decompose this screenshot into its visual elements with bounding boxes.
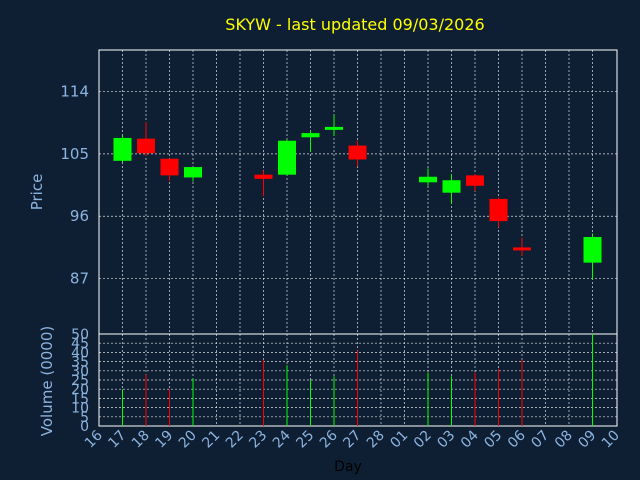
x-tick-label: 27 — [340, 428, 364, 452]
candle-body — [348, 145, 367, 160]
x-tick-label: 24 — [270, 427, 294, 451]
x-tick-label: 21 — [199, 428, 223, 452]
x-tick-label: 09 — [575, 428, 599, 452]
x-tick-label: 05 — [481, 428, 505, 452]
candle-body — [325, 126, 343, 130]
candles — [113, 115, 602, 280]
x-tick-labels: 16 17 18 19 20 21 22 23 24 25 26 27 28 01 02 03 04 05 06 07… — [82, 427, 623, 451]
x-tick-label: 22 — [223, 428, 247, 452]
x-tick-label: 07 — [528, 428, 552, 452]
price-panel: 87 96 105 114 Price — [28, 49, 618, 335]
volume-axis-label: Volume (0000) — [38, 326, 56, 436]
x-tick-label: 08 — [552, 428, 576, 452]
x-tick-label: 25 — [293, 428, 317, 452]
x-tick-label: 19 — [152, 428, 176, 452]
x-tick-label: 03 — [434, 428, 458, 452]
volume-y-tick-label: 35 — [71, 355, 89, 371]
candle-body — [513, 247, 531, 251]
candle-body — [160, 158, 179, 176]
price-y-tick-label: 87 — [70, 270, 89, 288]
volume-y-tick-label: 25 — [71, 373, 89, 389]
candle-body — [442, 180, 461, 193]
candle-body — [113, 137, 132, 161]
volume-y-tick-label: 5 — [80, 410, 89, 426]
x-axis-label: Day — [334, 459, 362, 475]
candle-body — [278, 140, 296, 175]
x-tick-label: 20 — [176, 428, 200, 452]
price-plot-frame — [98, 49, 618, 335]
x-tick-label: 10 — [599, 428, 623, 452]
x-tick-label: 23 — [246, 428, 270, 452]
volume-y-tick-label: 0 — [80, 419, 89, 435]
candle-body — [489, 198, 508, 222]
x-tick-label: 06 — [505, 427, 529, 451]
candle-body — [184, 167, 202, 178]
candle-body — [583, 237, 602, 263]
volume-y-tick-label: 40 — [71, 345, 89, 361]
volume-y-tick-label: 15 — [71, 391, 89, 407]
x-tick-label: 04 — [458, 427, 482, 451]
candle-body — [466, 175, 484, 186]
price-axis-label: Price — [28, 174, 46, 211]
candle-body — [137, 138, 155, 154]
x-tick-label: 26 — [317, 427, 341, 451]
x-tick-label: 02 — [411, 428, 435, 452]
volume-bars — [122, 334, 593, 426]
volume-y-tick-label: 50 — [71, 327, 89, 343]
volume-y-tick-label: 10 — [71, 401, 89, 417]
x-tick-label: 17 — [105, 428, 129, 452]
volume-y-tick-label: 30 — [71, 364, 89, 380]
x-tick-label: 28 — [364, 428, 388, 452]
chart-title: SKYW - last updated 09/03/2026 — [225, 15, 484, 34]
candle-body — [419, 176, 437, 183]
price-y-tick-label: 105 — [60, 145, 89, 163]
candle-body — [254, 174, 273, 179]
price-grid — [99, 50, 617, 334]
price-y-tick-label: 114 — [60, 83, 89, 101]
x-tick-label: 01 — [387, 428, 411, 452]
volume-y-tick-label: 45 — [71, 336, 89, 352]
price-y-tick-label: 96 — [70, 207, 89, 225]
volume-y-tick-label: 20 — [71, 382, 89, 398]
price-y-ticks: 87 96 105 114 — [60, 83, 89, 288]
x-tick-label: 18 — [129, 428, 153, 452]
candle-body — [301, 133, 320, 138]
